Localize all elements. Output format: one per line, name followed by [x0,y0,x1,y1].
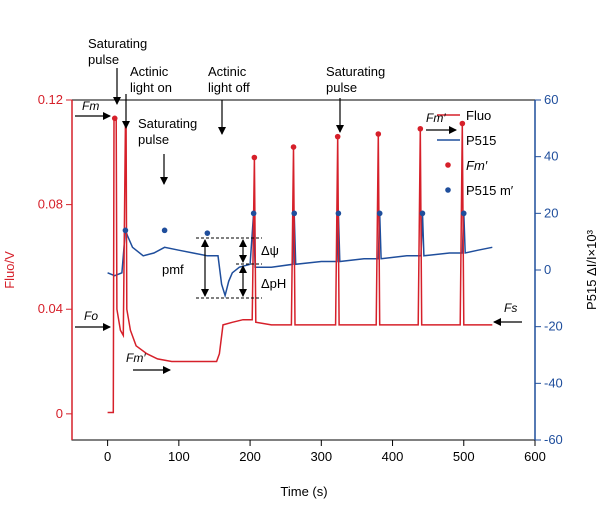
p515-m-prime-point [161,227,168,234]
left-axis-ticks: 0 0.04 0.08 0.12 [38,92,72,421]
fm-prime-point [111,115,118,122]
annotation-saturating-pulse-1b: pulse [88,52,119,67]
x-axis-title: Time (s) [280,484,327,499]
annotation-actinic-light-off: Actinic [208,64,247,79]
x-tick-label: 400 [382,449,404,464]
right-tick-label: 60 [544,92,558,107]
x-tick-label: 200 [239,449,261,464]
right-tick-label: -40 [544,375,563,390]
annotation-fo: Fo [84,309,98,323]
left-tick-label: 0.12 [38,92,63,107]
annotation-saturating-pulse-1: Saturating [88,36,147,51]
annotation-actinic-light-off-b: light off [208,80,250,95]
p515-m-prime-point [376,210,383,217]
plot-frame [71,99,536,441]
x-tick-label: 300 [310,449,332,464]
annotations: Saturating pulse Actinic light on Satura… [75,36,522,374]
annotation-fm-prime-high: Fm′ [426,111,446,125]
annotation-saturating-pulse-2: Saturating [138,116,197,131]
right-tick-label: 0 [544,262,551,277]
p515-m-prime-point [460,210,467,217]
fm-prime-point [459,120,466,127]
fm-prime-point [251,154,258,161]
fm-prime-points [111,115,466,161]
annotation-saturating-pulse-2b: pulse [138,132,169,147]
series-p515-line [107,213,493,299]
right-tick-label: -20 [544,319,563,334]
annotation-actinic-light-on-b: light on [130,80,172,95]
right-tick-label: -60 [544,432,563,447]
p515-m-prime-point [291,210,298,217]
legend-fm-label: Fm′ [466,158,488,173]
fm-prime-point [290,144,297,150]
left-tick-label: 0.04 [38,301,63,316]
left-tick-label: 0 [56,406,63,421]
legend: Fluo P515 Fm′ P515 m′ [437,108,514,198]
annotation-saturating-pulse-3: Saturating [326,64,385,79]
annotation-delta-ph: ΔpH [261,276,286,291]
x-axis-ticks: 0 100 200 300 400 500 600 [104,440,546,464]
p515-m-prime-point [122,227,129,234]
annotation-delta-psi: Δψ [261,243,279,258]
x-tick-label: 600 [524,449,546,464]
right-axis-title: P515 ΔI/I×10³ [584,229,599,310]
p515-m-prime-point [250,210,257,217]
legend-p515m-label: P515 m′ [466,183,514,198]
legend-p515-label: P515 [466,133,496,148]
x-tick-label: 100 [168,449,190,464]
annotation-fs: Fs [504,301,517,315]
x-tick-label: 0 [104,449,111,464]
right-tick-label: 40 [544,149,558,164]
annotation-pmf: pmf [162,262,184,277]
legend-p515m-dot [445,187,451,193]
p515-m-prime-point [419,210,426,217]
p515-m-prime-point [204,230,211,236]
fm-prime-point [334,133,341,140]
fm-prime-point [417,125,424,132]
annotation-actinic-light-on: Actinic [130,64,169,79]
annotation-fm: Fm [82,99,99,113]
annotation-saturating-pulse-3b: pulse [326,80,357,95]
right-axis-ticks: -60 -40 -20 0 20 40 60 [535,92,563,447]
legend-fluo-label: Fluo [466,108,491,123]
fm-prime-point [375,131,382,137]
p515-m-prime-point [335,210,342,217]
p515-m-prime-points [122,210,467,236]
left-tick-label: 0.08 [38,197,63,212]
left-axis-title: Fluo/V [2,251,17,289]
right-tick-label: 20 [544,205,558,220]
annotation-fm-prime-low: Fm′ [126,351,146,365]
legend-fm-dot [445,162,451,168]
x-tick-label: 500 [453,449,475,464]
